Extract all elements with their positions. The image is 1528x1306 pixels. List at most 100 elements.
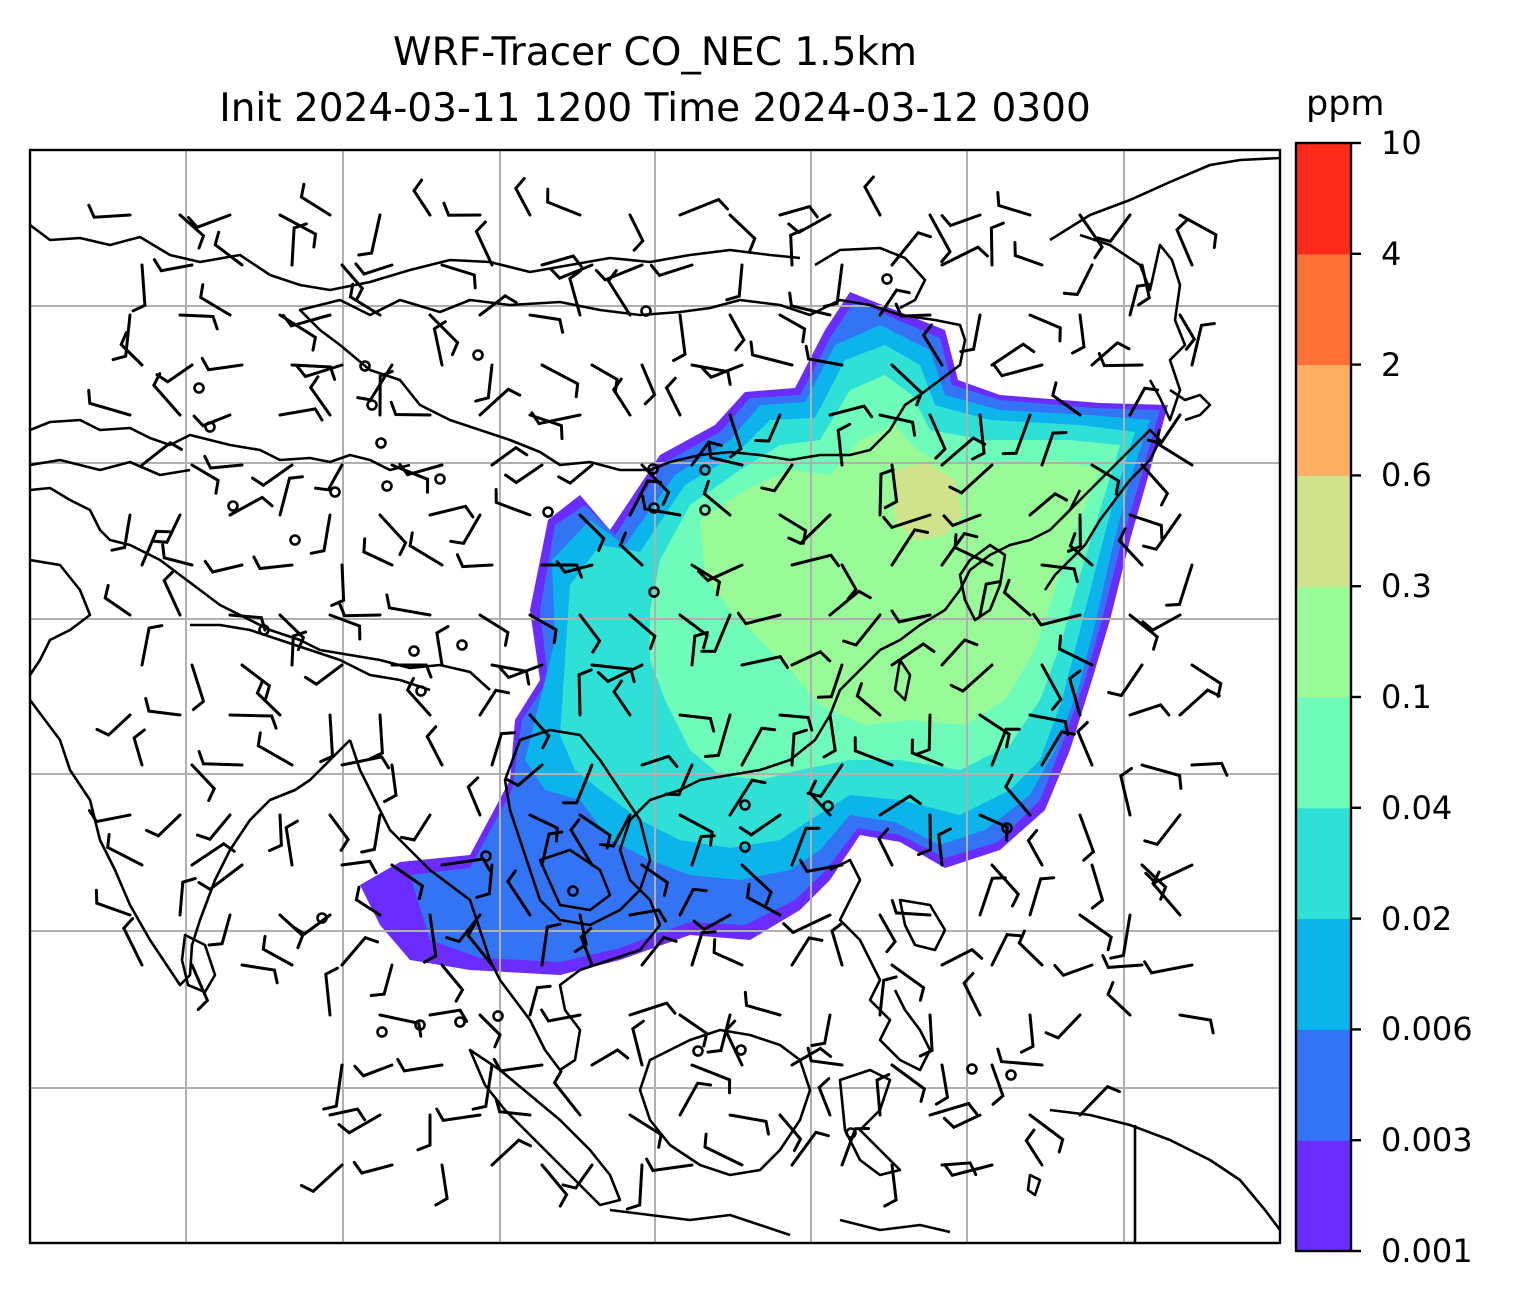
wind-barb: [678, 1081, 713, 1117]
wind-barb: [959, 313, 982, 354]
wind-barb: [1057, 634, 1094, 667]
wind-barb: [599, 813, 632, 848]
colorbar-swatch: [1296, 586, 1351, 698]
wind-barb: [494, 1097, 532, 1117]
wind-barb: [1071, 313, 1086, 355]
wind-barb: [690, 563, 722, 597]
wind-barb: [340, 263, 365, 302]
wind-barb: [155, 363, 194, 384]
calm-wind-marker: [822, 800, 834, 812]
wind-barb: [890, 1063, 927, 1103]
wind-barb: [354, 885, 382, 917]
wind-barb: [778, 713, 814, 732]
wind-barb: [449, 513, 482, 545]
wind-barb: [618, 531, 644, 567]
wind-barb: [428, 504, 475, 519]
wind-barb: [940, 638, 979, 667]
wind-barb: [530, 411, 582, 426]
calm-wind-marker: [408, 645, 420, 657]
wind-barb: [1026, 829, 1044, 867]
calm-wind-marker: [739, 799, 751, 811]
wind-barb: [678, 813, 714, 847]
wind-barb: [645, 1157, 694, 1173]
wind-barb: [810, 1013, 832, 1047]
calm-wind-marker: [329, 486, 341, 498]
calm-wind-marker: [414, 1019, 426, 1031]
wind-barb: [678, 1013, 709, 1048]
wind-barb: [790, 1046, 833, 1067]
wind-barb: [596, 663, 644, 684]
figure-title-line2: Init 2024-03-11 1200 Time 2024-03-12 030…: [219, 86, 1091, 131]
wind-barb: [300, 1163, 344, 1194]
wind-barb: [1028, 313, 1062, 343]
wind-barb: [728, 1113, 770, 1136]
calm-wind-marker: [316, 912, 328, 924]
wind-barb: [953, 533, 994, 567]
wind-barb: [942, 1113, 982, 1130]
wind-barb: [836, 422, 852, 467]
wind-barb: [151, 372, 182, 417]
calm-wind-marker: [456, 639, 468, 651]
wind-barb: [313, 463, 344, 492]
wind-barb: [828, 404, 874, 419]
wind-barb: [883, 1163, 898, 1208]
wind-barb: [455, 553, 494, 569]
coastlines-and-borders: [30, 156, 1280, 1243]
calm-wind-marker: [648, 502, 660, 514]
wind-barb: [817, 1077, 832, 1117]
wind-barb: [702, 479, 732, 517]
wind-barb: [778, 313, 807, 344]
wind-barb: [546, 187, 582, 217]
wind-barb: [161, 543, 194, 567]
wind-barb: [200, 356, 244, 372]
wind-barb: [940, 531, 979, 567]
wind-barb: [256, 731, 294, 767]
wind-barb: [971, 413, 986, 461]
wind-barb: [1190, 322, 1216, 367]
wind-barb: [782, 913, 832, 935]
tracer-concentration-field: [360, 292, 1168, 975]
wind-barb: [190, 463, 220, 495]
wind-barb: [1155, 428, 1194, 467]
wind-barb: [152, 258, 194, 273]
wind-barb: [728, 313, 746, 352]
plume-band-0.1: [700, 425, 1100, 725]
wind-barb: [352, 1160, 394, 1175]
colorbar-swatch: [1296, 1029, 1351, 1141]
wind-barb: [1019, 1013, 1035, 1054]
wind-barb: [1178, 313, 1197, 351]
wind-barb: [568, 269, 582, 317]
wind-barb: [1067, 669, 1082, 717]
wind-barb: [278, 913, 305, 950]
calm-wind-marker: [480, 850, 492, 862]
wind-barb: [378, 513, 408, 557]
wind-barb: [95, 713, 132, 737]
calm-wind-marker: [492, 1010, 504, 1022]
wind-barb: [890, 609, 932, 624]
wind-barb: [890, 363, 924, 407]
wind-barb: [1040, 431, 1068, 467]
wind-barb: [299, 182, 332, 217]
wind-barb: [471, 1063, 494, 1111]
wind-barb: [940, 245, 989, 267]
wind-barb: [144, 697, 182, 717]
wind-barb: [628, 613, 657, 650]
wind-barb: [132, 728, 146, 767]
wind-barb: [790, 650, 832, 667]
wind-barb: [1024, 1128, 1044, 1167]
wind-barb: [561, 1163, 594, 1190]
wind-barb: [119, 331, 144, 367]
wind-barb: [664, 376, 682, 417]
wind-barb: [612, 679, 632, 717]
wind-barb: [740, 863, 773, 906]
wind-barb: [842, 613, 882, 647]
wind-barb: [88, 809, 132, 824]
wind-barb: [562, 763, 594, 805]
colorbar-tick-label: 0.003: [1381, 1121, 1473, 1160]
wind-barb: [197, 750, 244, 767]
wind-barb: [466, 776, 482, 817]
wind-barb: [728, 413, 743, 459]
wind-barb: [678, 613, 709, 650]
wind-barb: [390, 863, 425, 901]
wind-barb: [435, 1107, 482, 1123]
